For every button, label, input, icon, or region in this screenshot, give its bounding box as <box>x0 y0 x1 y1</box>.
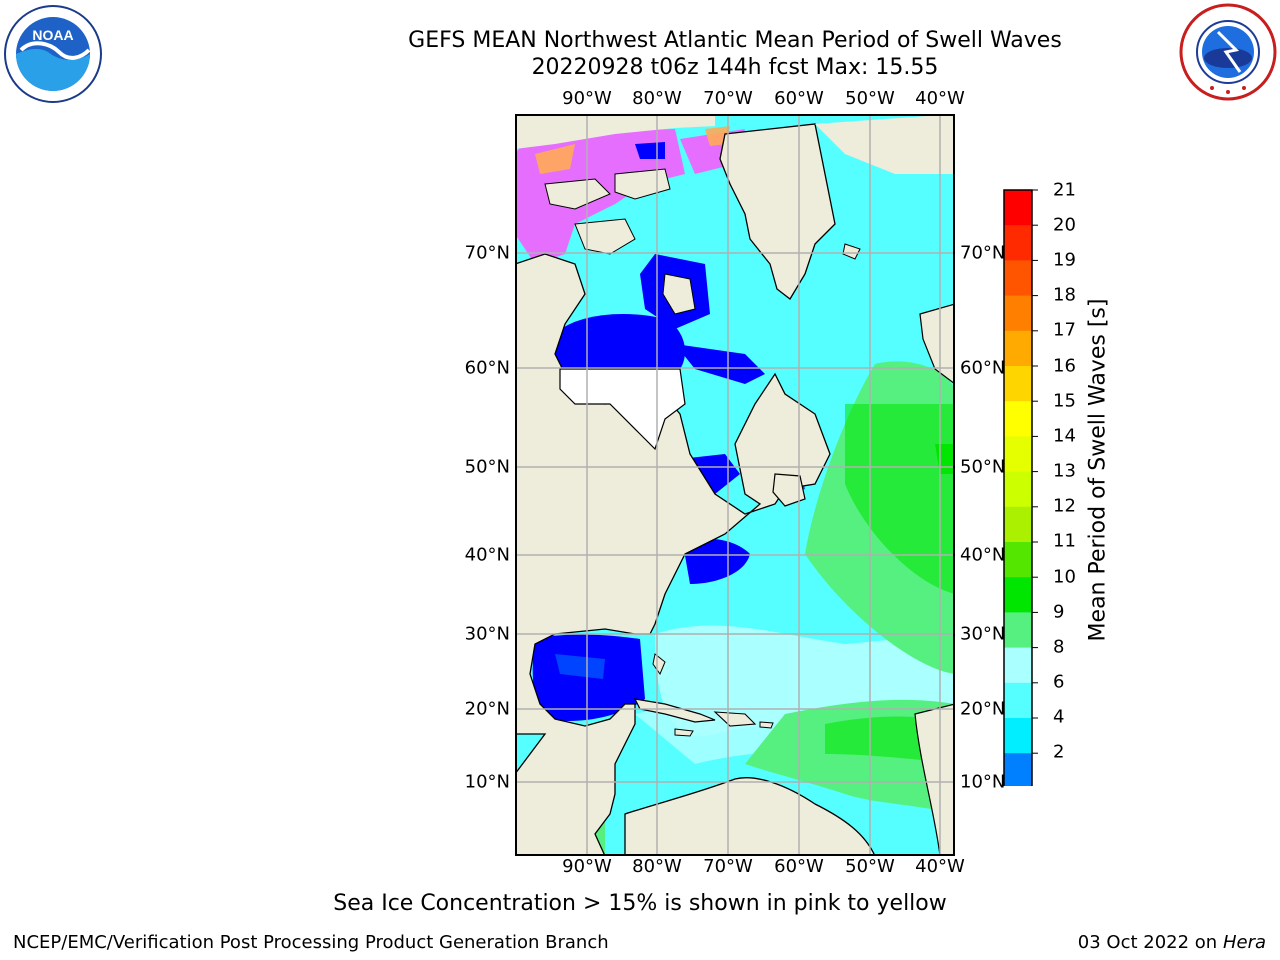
graticule <box>515 114 955 856</box>
colorbar-segment <box>1004 753 1032 786</box>
colorbar-tick-label: 6 <box>1053 671 1065 693</box>
footer-date-text: 03 Oct 2022 on <box>1077 932 1218 953</box>
lat-label-left: 40°N <box>464 544 510 566</box>
south-america-land <box>624 777 876 856</box>
colorbar-tick-label: 4 <box>1053 706 1065 728</box>
lat-label-right: 60°N <box>960 357 1006 379</box>
colorbar-segment <box>1004 506 1032 543</box>
lon-label-bottom: 90°W <box>562 856 612 877</box>
colorbar-frame <box>1003 189 1033 786</box>
colorbar-tick-label: 12 <box>1053 495 1076 517</box>
colorbar-tick-label: 2 <box>1053 741 1065 763</box>
colorbar-segment <box>1004 682 1032 719</box>
newfoundland <box>772 473 806 507</box>
colorbar-tick-label: 17 <box>1053 319 1076 341</box>
lat-label-right: 30°N <box>960 623 1006 645</box>
lat-label-right: 50°N <box>960 456 1006 478</box>
colorbar-segment <box>1004 330 1032 367</box>
colorbar-tick-label: 21 <box>1053 179 1076 201</box>
colorbar-segment <box>1004 647 1032 684</box>
lat-label-right: 10°N <box>960 771 1006 793</box>
footer-date: 03 Oct 2022 on Hera <box>1078 932 1266 953</box>
colorbar-tick-label: 18 <box>1053 284 1076 306</box>
lon-label-bottom: 80°W <box>632 856 682 877</box>
sea-ice-note: Sea Ice Concentration > 15% is shown in … <box>333 891 947 916</box>
colorbar-segment <box>1004 471 1032 508</box>
lon-label-bottom: 50°W <box>845 856 895 877</box>
colorbar-segment <box>1004 577 1032 613</box>
lon-label-bottom: 60°W <box>774 856 824 877</box>
colorbar-tick-label: 10 <box>1053 566 1076 588</box>
svg-text:NOAA: NOAA <box>32 27 73 43</box>
swell-period-map <box>515 114 955 856</box>
lat-label-right: 40°N <box>960 544 1006 566</box>
colorbar-segment <box>1004 542 1032 578</box>
noaa-logo: NOAA <box>4 5 102 103</box>
colorbar-tick-label: 19 <box>1053 249 1076 271</box>
colorbar-tick-label: 15 <box>1053 390 1076 412</box>
map-subtitle: 20220928 t06z 144h fcst Max: 15.55 <box>531 55 939 80</box>
colorbar-segment <box>1004 366 1032 402</box>
colorbar <box>1003 189 1038 786</box>
colorbar-tick-label: 20 <box>1053 214 1076 236</box>
colorbar-segment <box>1004 295 1032 332</box>
footer-host: Hera <box>1222 932 1266 953</box>
colorbar-tick-label: 14 <box>1053 425 1076 447</box>
lat-label-left: 20°N <box>464 698 510 720</box>
lon-label-top: 80°W <box>632 88 682 109</box>
colorbar-segment <box>1004 718 1032 754</box>
lat-label-left: 10°N <box>464 771 510 793</box>
map-frame <box>515 114 955 856</box>
colorbar-segment <box>1004 436 1032 473</box>
colorbar-segment <box>1004 225 1032 261</box>
colorbar-segment <box>1004 612 1032 649</box>
lat-label-left: 70°N <box>464 242 510 264</box>
lat-label-left: 50°N <box>464 456 510 478</box>
lon-label-top: 70°W <box>703 88 753 109</box>
lon-label-bottom: 70°W <box>703 856 753 877</box>
colorbar-title: Mean Period of Swell Waves [s] <box>1085 298 1111 642</box>
colorbar-segment <box>1004 260 1032 297</box>
lat-label-left: 30°N <box>464 623 510 645</box>
footer-branch: NCEP/EMC/Verification Post Processing Pr… <box>13 932 609 953</box>
colorbar-tick-label: 11 <box>1053 530 1076 552</box>
hudson-bay <box>559 368 686 451</box>
lat-label-left: 60°N <box>464 357 510 379</box>
colorbar-segment <box>1004 401 1032 437</box>
nws-logo <box>1179 3 1277 101</box>
colorbar-tick-label: 13 <box>1053 460 1076 482</box>
colorbar-tick-label: 9 <box>1053 601 1065 623</box>
greenland <box>719 123 836 300</box>
lat-label-right: 70°N <box>960 242 1006 264</box>
lon-label-top: 50°W <box>845 88 895 109</box>
lon-label-top: 90°W <box>562 88 612 109</box>
lat-label-right: 20°N <box>960 698 1006 720</box>
lon-label-top: 40°W <box>915 88 965 109</box>
colorbar-tick-label: 8 <box>1053 636 1065 658</box>
colorbar-tick-label: 16 <box>1053 355 1076 377</box>
lon-label-top: 60°W <box>774 88 824 109</box>
lon-label-bottom: 40°W <box>915 856 965 877</box>
colorbar-segment <box>1004 190 1032 226</box>
map-title: GEFS MEAN Northwest Atlantic Mean Period… <box>408 28 1062 53</box>
cuba <box>633 698 716 723</box>
